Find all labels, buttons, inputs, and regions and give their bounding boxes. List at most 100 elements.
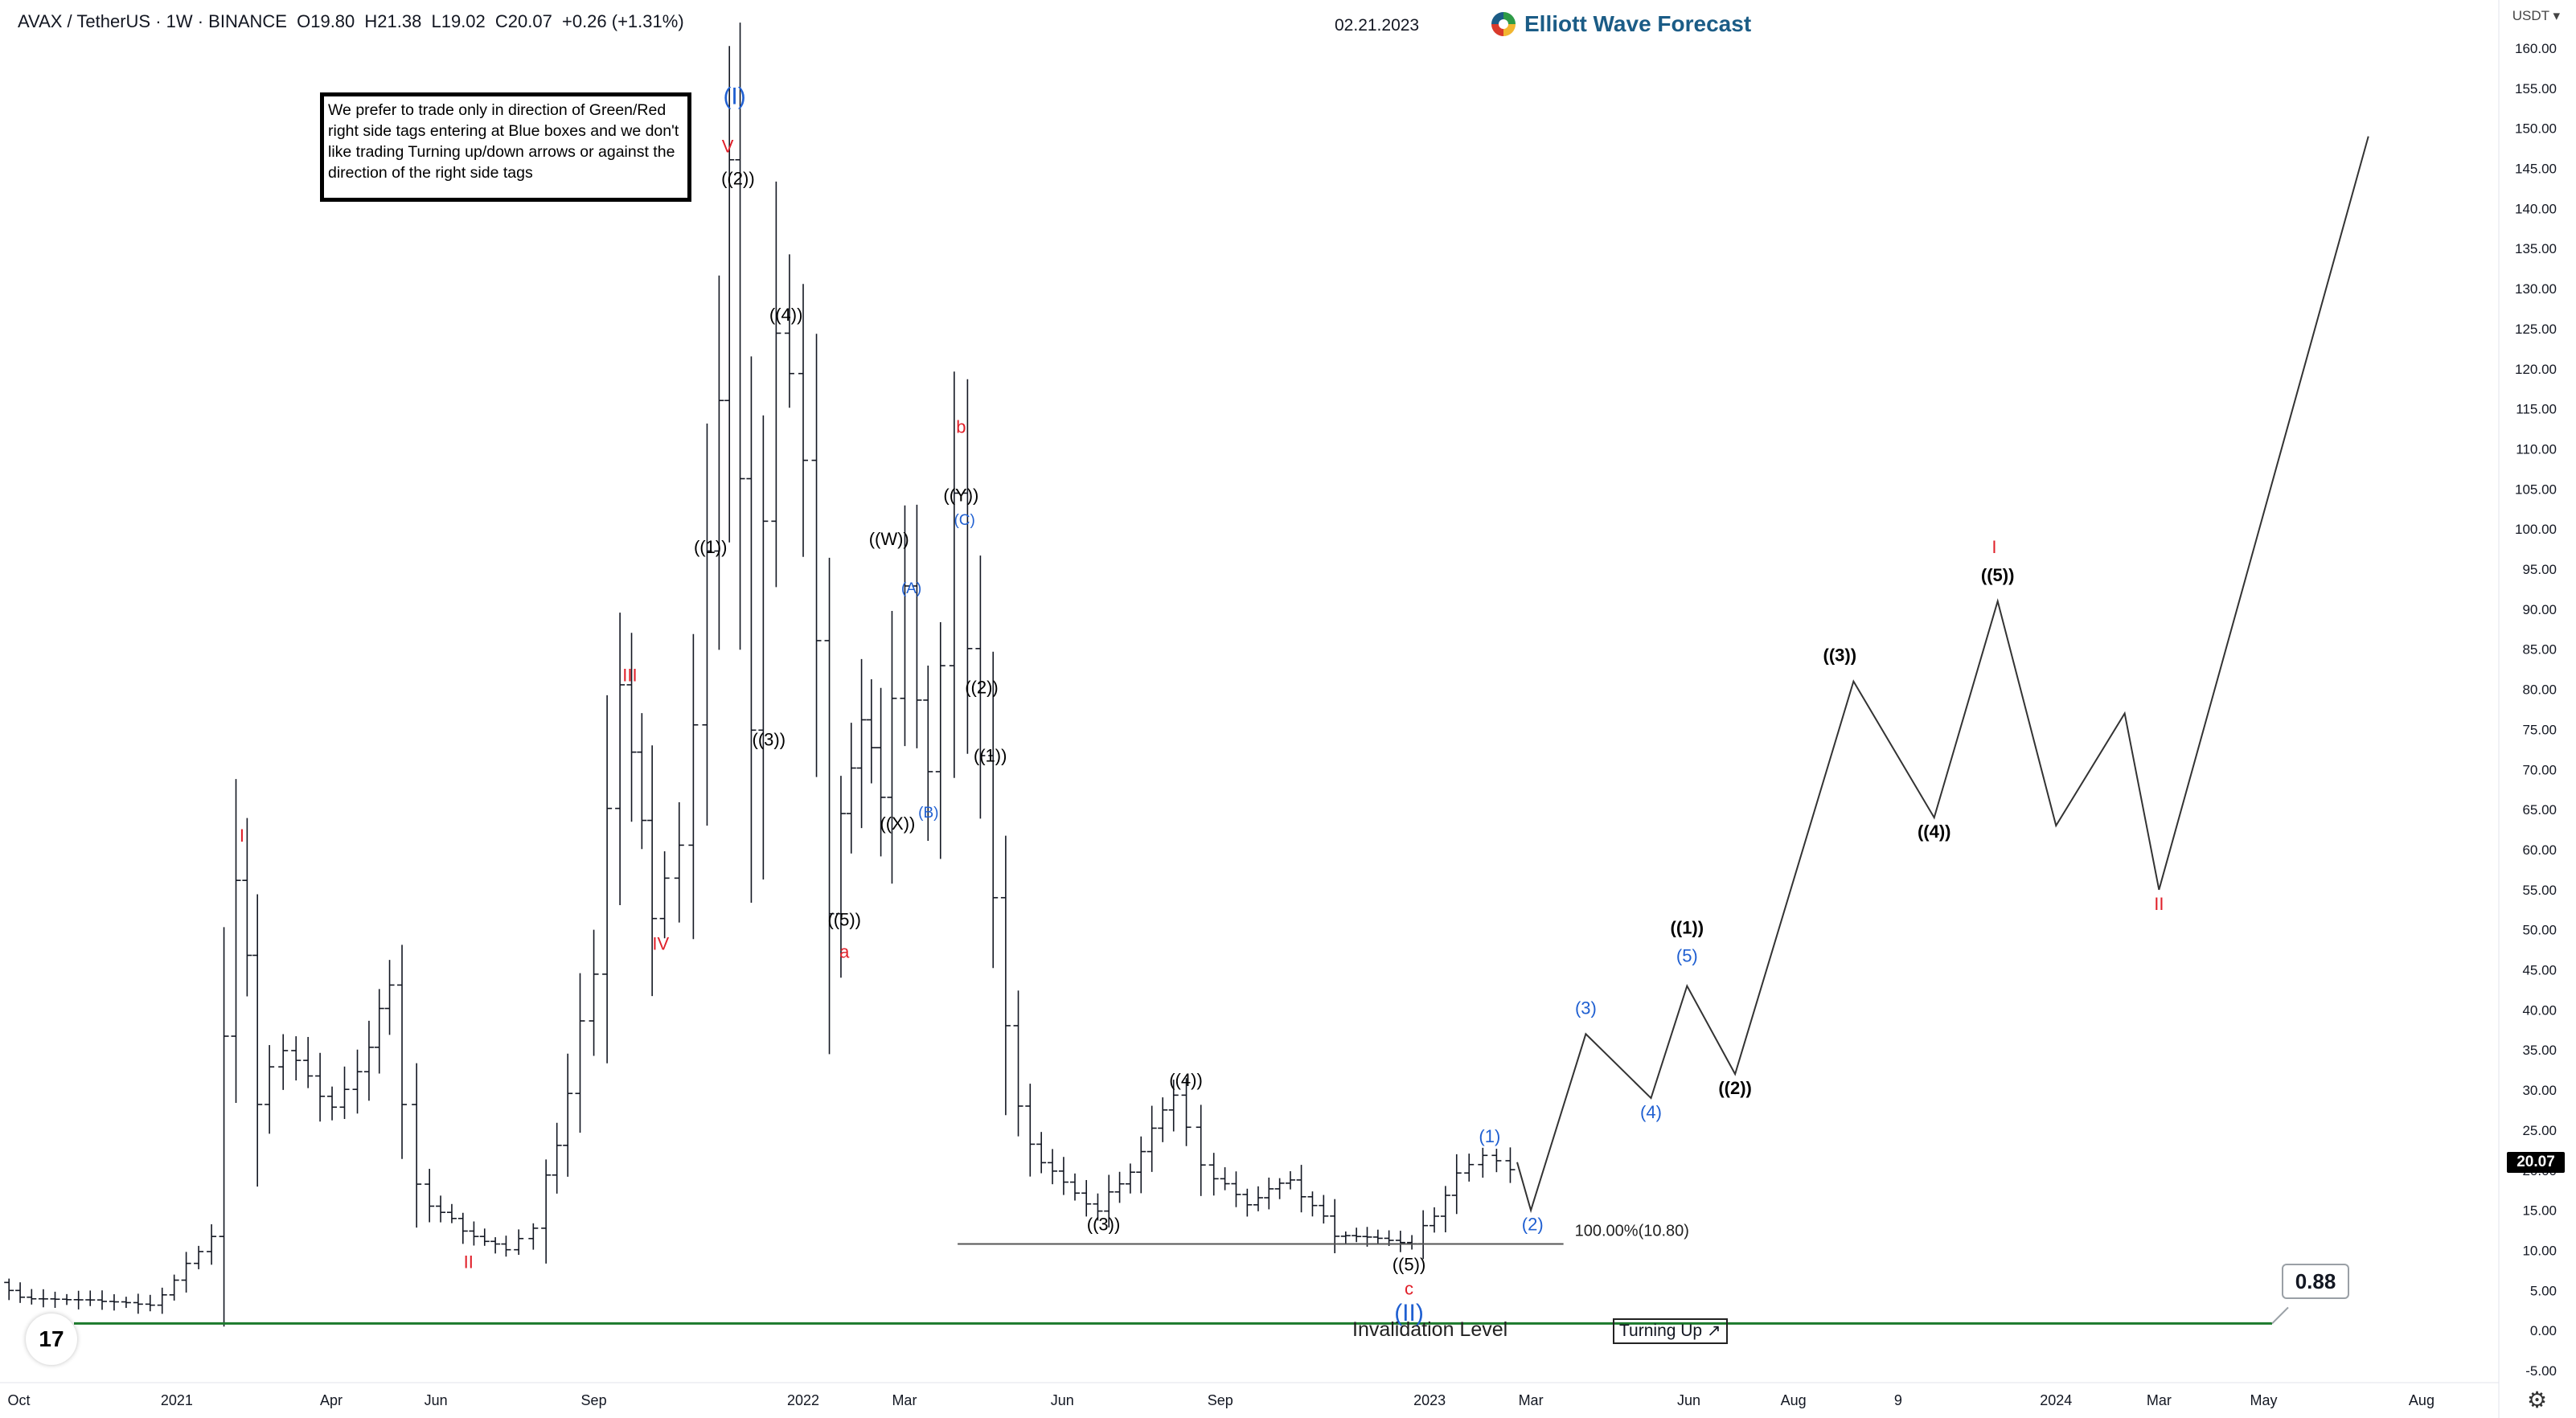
x-tick-label: Aug: [2409, 1392, 2434, 1408]
symbol-header: AVAX / TetherUS · 1W · BINANCE O19.80 H2…: [18, 11, 689, 32]
ohlc-low: L19.02: [431, 11, 486, 31]
x-tick-label: Jun: [1677, 1392, 1700, 1408]
brand-name: Elliott Wave Forecast: [1524, 11, 1752, 36]
y-tick-label: 135.00: [2515, 241, 2557, 256]
axis-unit-menu[interactable]: USDT ▾: [2512, 8, 2560, 23]
y-tick-label: 25.00: [2522, 1123, 2557, 1138]
y-tick-label: 110.00: [2516, 441, 2557, 457]
chart-date: 02.21.2023: [1335, 16, 1420, 35]
x-tick-label: Mar: [1519, 1392, 1544, 1408]
x-tick-label: Jun: [425, 1392, 448, 1408]
y-tick-label: 125.00: [2515, 322, 2557, 337]
invalidation-value-callout: 0.88: [2282, 1264, 2349, 1299]
y-tick-label: 45.00: [2522, 963, 2557, 978]
current-price-tag: 20.07: [2507, 1152, 2565, 1173]
y-tick-label: 120.00: [2515, 362, 2557, 377]
brand-swirl-icon: [1491, 12, 1516, 36]
tradingview-logo[interactable]: 17: [26, 1313, 77, 1365]
wave-label: ((4)): [1918, 822, 1951, 842]
symbol-name[interactable]: AVAX / TetherUS · 1W · BINANCE: [18, 11, 287, 31]
x-tick-label: Sep: [1208, 1392, 1233, 1408]
wave-label: ((3)): [1823, 645, 1857, 666]
wave-label: ((5)): [1981, 565, 2015, 585]
wave-label: ((3)): [1087, 1215, 1121, 1235]
fib-100-label: 100.00%(10.80): [1575, 1223, 1689, 1240]
invalidation-label: Invalidation Level: [1352, 1318, 1508, 1341]
y-tick-label: 105.00: [2515, 482, 2557, 497]
y-tick-label: 5.00: [2530, 1283, 2557, 1298]
y-tick-label: 40.00: [2522, 1002, 2557, 1018]
wave-label: (2): [1522, 1215, 1544, 1235]
wave-label: c: [1405, 1278, 1413, 1298]
y-tick-label: 80.00: [2522, 682, 2557, 698]
y-tick-label: 15.00: [2522, 1203, 2557, 1219]
settings-gear-icon[interactable]: ⚙: [2527, 1387, 2548, 1412]
wave-label: ((1)): [1671, 918, 1704, 938]
wave-label: (1): [1479, 1126, 1500, 1146]
ohlc-open: O19.80: [297, 11, 355, 31]
y-tick-label: 30.00: [2522, 1083, 2557, 1098]
y-tick-label: 90.00: [2522, 602, 2557, 617]
y-tick-label: 160.00: [2515, 41, 2557, 56]
x-tick-label: 2023: [1413, 1392, 1446, 1408]
y-tick-label: 155.00: [2515, 81, 2557, 96]
wave-label: III: [622, 666, 637, 686]
wave-label: (B): [918, 805, 938, 822]
wave-label: II: [2154, 894, 2164, 914]
y-tick-label: 55.00: [2522, 883, 2557, 898]
x-tick-label: 2021: [161, 1392, 193, 1408]
y-tick-label: 85.00: [2522, 642, 2557, 658]
y-tick-label: 140.00: [2515, 201, 2557, 216]
x-tick-label: Aug: [1781, 1392, 1807, 1408]
wave-label: ((X)): [880, 814, 915, 834]
x-tick-label: 2024: [2040, 1392, 2072, 1408]
wave-label: (II): [1394, 1300, 1424, 1326]
y-tick-label: -5.00: [2525, 1363, 2557, 1379]
wave-label: ((4)): [1169, 1070, 1203, 1090]
y-tick-label: 75.00: [2522, 722, 2557, 737]
x-tick-label: 2022: [787, 1392, 819, 1408]
wave-label: (I): [723, 84, 745, 110]
x-tick-label: Mar: [2147, 1392, 2172, 1408]
callout-pointer: [2271, 1306, 2289, 1325]
ohlc-close: C20.07: [494, 11, 552, 31]
wave-label: ((Y)): [943, 485, 978, 505]
turning-up-button[interactable]: Turning Up ↗: [1613, 1318, 1728, 1344]
projection-path: [1516, 136, 2369, 1214]
wave-label: (5): [1676, 946, 1698, 966]
wave-label: b: [956, 417, 966, 437]
ohlc-high: H21.38: [364, 11, 422, 31]
wave-label: II: [464, 1252, 474, 1272]
wave-label: (3): [1575, 998, 1597, 1018]
y-tick-label: 65.00: [2522, 802, 2557, 818]
wave-label: ((W)): [869, 529, 909, 549]
y-tick-label: 35.00: [2522, 1043, 2557, 1058]
y-tick-label: 60.00: [2522, 842, 2557, 858]
y-tick-label: 115.00: [2516, 402, 2557, 417]
wave-label: IV: [652, 934, 669, 954]
axis-unit-label: USDT: [2512, 8, 2549, 23]
ohlc-change: +0.26 (+1.31%): [561, 11, 684, 31]
x-tick-label: 9: [1894, 1392, 1902, 1408]
y-tick-label: 130.00: [2515, 281, 2557, 297]
x-tick-label: Apr: [320, 1392, 343, 1408]
wave-label: a: [839, 942, 850, 962]
y-tick-label: 100.00: [2515, 522, 2557, 537]
wave-label: (4): [1640, 1102, 1662, 1122]
wave-label: ((4)): [769, 305, 803, 325]
x-tick-label: Mar: [892, 1392, 917, 1408]
brand-logo: Elliott Wave Forecast: [1489, 10, 1751, 39]
x-tick-label: Oct: [7, 1392, 30, 1408]
y-tick-label: 50.00: [2522, 923, 2557, 938]
y-tick-label: 70.00: [2522, 762, 2557, 777]
wave-label: ((2)): [965, 678, 999, 698]
wave-label: ((3)): [753, 729, 786, 749]
wave-label: I: [240, 826, 244, 846]
wave-label: I: [1991, 537, 1996, 557]
wave-label: ((5)): [827, 910, 861, 930]
wave-label: (A): [901, 580, 921, 597]
wave-label: (C): [954, 512, 974, 529]
y-tick-label: 0.00: [2530, 1323, 2557, 1338]
wave-label: ((2)): [1718, 1078, 1752, 1098]
